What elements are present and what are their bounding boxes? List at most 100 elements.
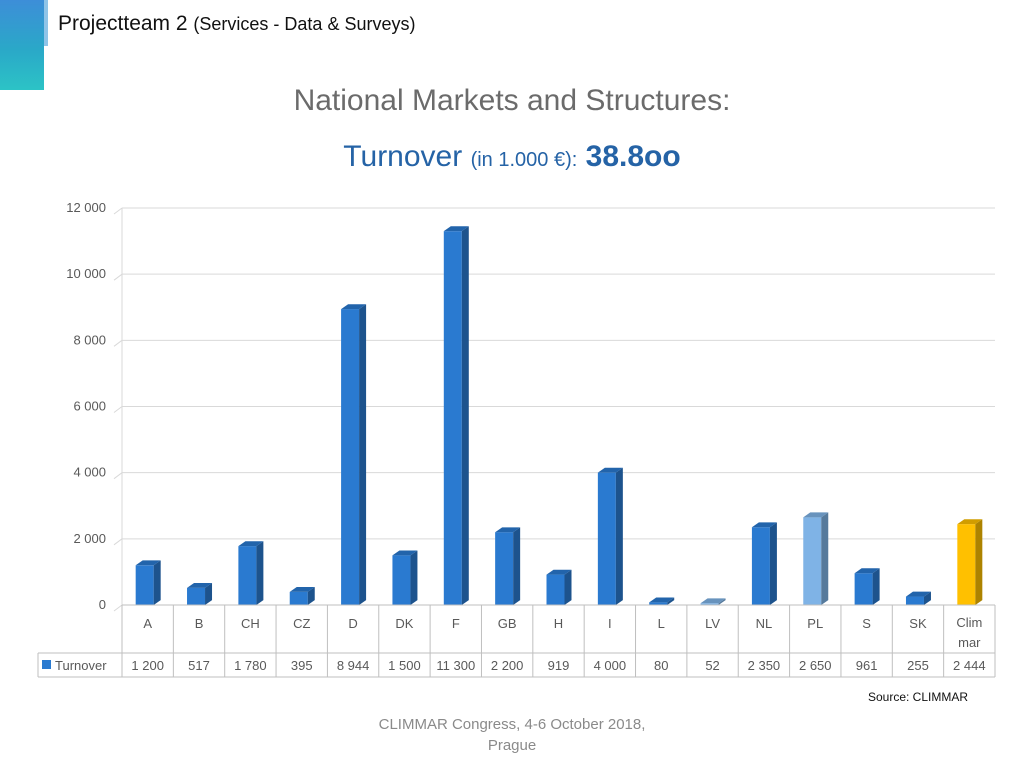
data-label: 52	[705, 658, 719, 673]
bar-pl	[803, 512, 829, 605]
gridline-depth	[113, 339, 123, 347]
x-tick-label: mar	[958, 635, 981, 650]
data-label: 1 500	[388, 658, 421, 673]
turnover-unit: (in 1.000 €):	[470, 149, 578, 171]
x-tick-label: LV	[705, 616, 720, 631]
data-label: 961	[856, 658, 878, 673]
data-label: 8 944	[337, 658, 370, 673]
bar-side	[461, 226, 469, 605]
bar-front	[495, 532, 514, 605]
bar-front	[135, 565, 154, 605]
bar-top	[700, 598, 726, 604]
y-tick-label: 12 000	[66, 200, 106, 215]
bar-top	[238, 541, 264, 547]
source-note: Source: CLIMMAR	[867, 690, 968, 704]
x-tick-label: PL	[807, 616, 823, 631]
project-team-subtitle: (Services - Data & Surveys)	[193, 14, 416, 34]
turnover-total: 38.8oo	[585, 140, 681, 173]
slide-title: National Markets and Structures:	[293, 84, 731, 117]
data-label: 2 350	[748, 658, 781, 673]
bar-a	[135, 560, 161, 605]
bar-side	[205, 582, 213, 605]
x-tick-label: H	[554, 616, 563, 631]
bar-front	[597, 472, 616, 605]
bar-front	[803, 517, 822, 605]
bar-front	[546, 574, 565, 605]
bar-top	[495, 527, 521, 533]
data-label: 2 200	[491, 658, 524, 673]
x-tick-label: Clim	[956, 615, 982, 630]
x-tick-label: S	[862, 616, 871, 631]
accent-bar	[44, 0, 48, 46]
bar-ch	[238, 541, 264, 605]
bar-sk	[905, 591, 931, 605]
bar-front	[854, 573, 873, 605]
data-label: 2 650	[799, 658, 832, 673]
bar-top	[854, 568, 880, 574]
x-tick-label: B	[195, 616, 204, 631]
bar-side	[564, 569, 572, 605]
bar-front	[905, 596, 924, 605]
bar-front	[957, 524, 976, 605]
y-tick-label: 2 000	[73, 531, 106, 546]
bar-front	[751, 527, 770, 605]
legend-label: Turnover	[55, 658, 107, 673]
bar-side	[410, 550, 418, 605]
y-tick-label: 10 000	[66, 266, 106, 281]
bar-d	[341, 304, 367, 605]
header-title: Projectteam 2 (Services - Data & Surveys…	[58, 12, 415, 36]
bar-top	[135, 560, 161, 566]
turnover-heading: Turnover (in 1.000 €): 38.8oo	[0, 140, 1024, 174]
bar-gb	[495, 527, 521, 605]
bar-b	[187, 582, 213, 605]
x-tick-label: CH	[241, 616, 260, 631]
y-tick-label: 6 000	[73, 399, 106, 414]
bar-side	[923, 591, 931, 605]
bar-f	[443, 226, 469, 606]
turnover-label: Turnover	[343, 140, 463, 173]
y-tick-label: 0	[99, 597, 106, 612]
data-label: 395	[291, 658, 313, 673]
data-label: 4 000	[594, 658, 627, 673]
bar-clim-mar	[957, 519, 983, 605]
bar-side	[769, 522, 777, 605]
data-label: 11 300	[436, 658, 475, 673]
x-tick-label: GB	[498, 616, 517, 631]
bar-top	[341, 304, 367, 310]
data-label: 919	[548, 658, 570, 673]
x-tick-label: SK	[909, 616, 927, 631]
data-label: 1 780	[234, 658, 267, 673]
bar-top	[649, 597, 675, 603]
x-tick-label: A	[143, 616, 152, 631]
data-label: 517	[188, 658, 210, 673]
bar-lv	[700, 598, 726, 605]
bar-side	[872, 568, 880, 605]
x-tick-label: NL	[756, 616, 773, 631]
data-label: 255	[907, 658, 929, 673]
gridline-depth	[113, 472, 123, 480]
bar-top	[187, 582, 213, 588]
bar-side	[718, 598, 726, 605]
x-tick-label: L	[658, 616, 665, 631]
bar-top	[546, 569, 572, 575]
project-team-label: Projectteam 2	[58, 12, 188, 35]
bar-l	[649, 597, 675, 605]
bar-front	[649, 602, 668, 605]
bar-front	[187, 587, 206, 605]
bar-top	[392, 550, 418, 556]
gridline-depth	[113, 273, 123, 281]
bar-front	[392, 555, 411, 605]
footer: CLIMMAR Congress, 4-6 October 2018, Prag…	[362, 714, 662, 756]
bar-cz	[289, 587, 315, 605]
bar-side	[513, 527, 521, 605]
bar-side	[975, 519, 983, 605]
bar-top	[803, 512, 829, 518]
bar-dk	[392, 550, 418, 605]
bar-side	[307, 587, 315, 605]
data-label: 1 200	[131, 658, 164, 673]
x-tick-label: D	[348, 616, 357, 631]
bar-front	[700, 603, 719, 605]
x-tick-label: CZ	[293, 616, 310, 631]
bar-i	[597, 467, 623, 605]
